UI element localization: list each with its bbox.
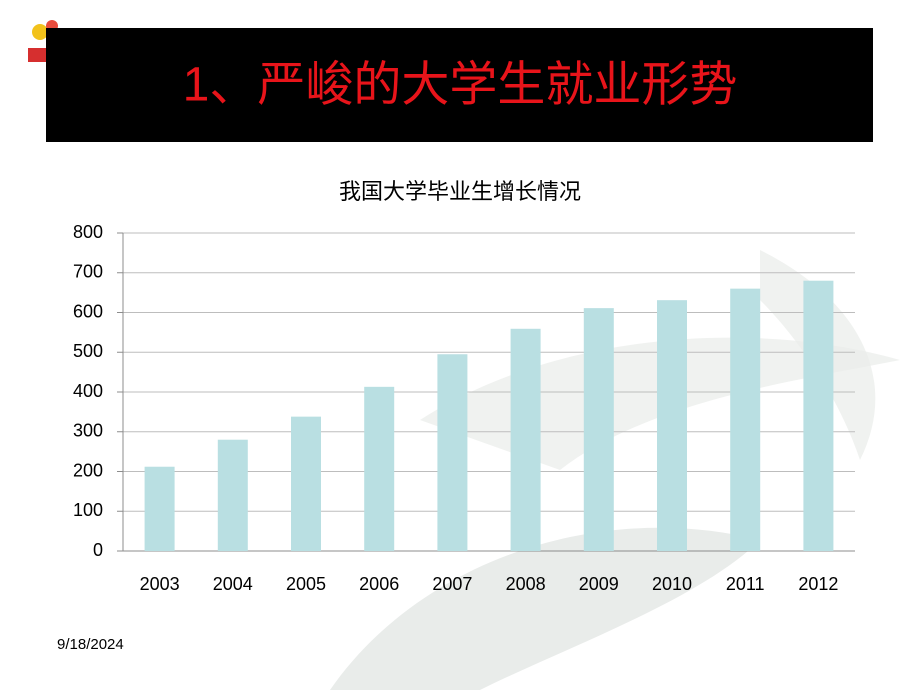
y-tick-label: 400 [73,381,103,401]
bar [437,354,468,551]
title-bar [46,28,873,142]
x-tick-label: 2011 [726,574,765,594]
y-tick-label: 600 [73,301,103,321]
x-tick-label: 2006 [359,574,399,594]
bar [291,416,321,551]
y-tick-label: 200 [73,460,103,480]
bar [510,328,541,551]
bar [803,280,834,551]
y-tick-label: 300 [73,421,103,441]
bar [730,288,761,551]
y-tick-label: 100 [73,500,103,520]
slide-title: 1、严峻的大学生就业形势 [183,59,738,112]
bar [583,308,614,551]
x-tick-label: 2007 [432,574,472,594]
bar [657,300,687,551]
y-tick-label: 700 [73,262,103,282]
x-tick-label: 2009 [579,574,619,594]
x-tick-label: 2005 [286,574,326,594]
bar [217,439,248,551]
x-tick-label: 2008 [506,574,546,594]
y-tick-label: 800 [73,222,103,242]
bar [144,466,175,551]
chart-title: 我国大学毕业生增长情况 [339,179,581,204]
y-tick-label: 500 [73,341,103,361]
x-tick-label: 2010 [652,574,692,594]
date: 9/18/2024 [57,636,124,653]
bar [364,386,395,551]
x-tick-label: 2004 [213,574,253,594]
x-tick-label: 2003 [140,574,180,594]
plot: 0 100 200 300 400 500 600 700 800 2003 2004 2005 200… [73,222,855,594]
y-tick-label: 0 [93,540,103,560]
x-tick-label: 2012 [798,574,838,594]
